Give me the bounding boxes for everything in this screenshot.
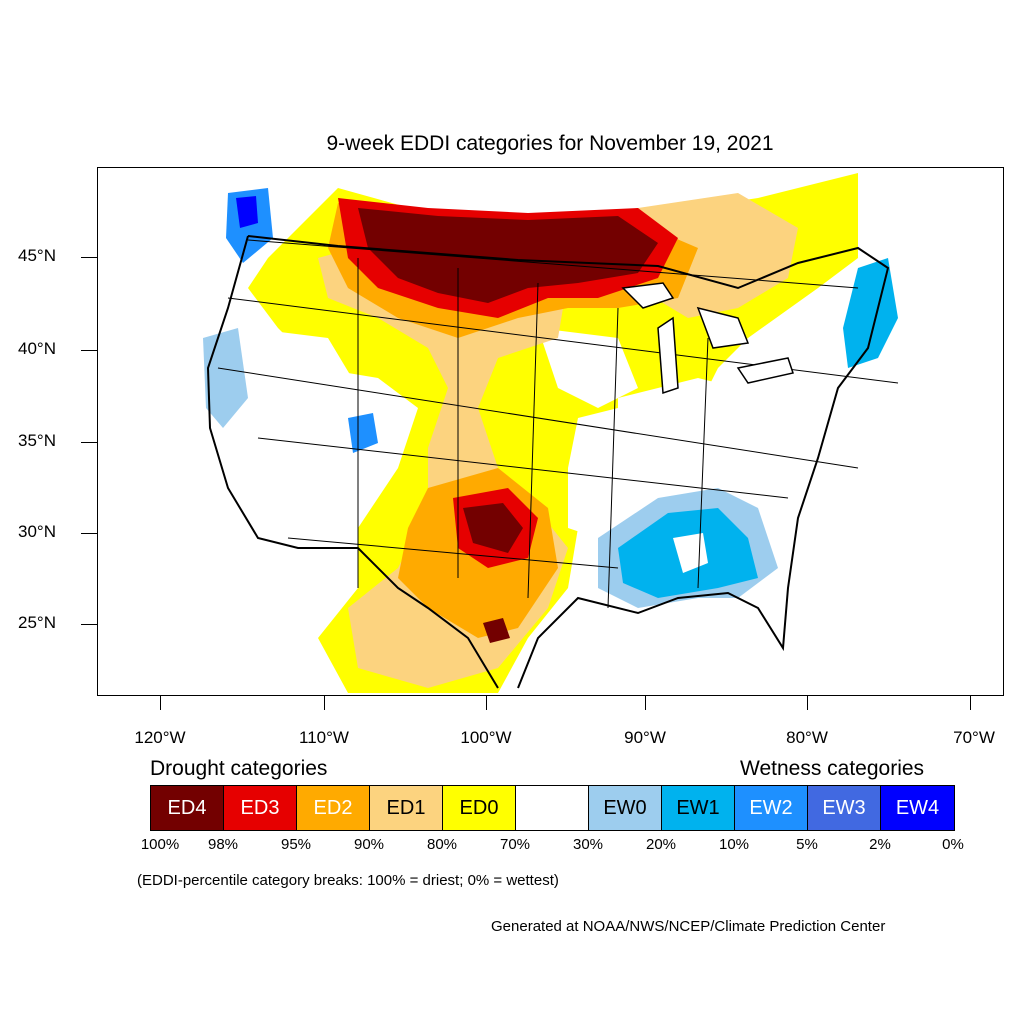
legend-box-ew4: EW4 bbox=[881, 786, 954, 830]
region-ew0-pacific bbox=[203, 328, 248, 428]
region-ew2-utah bbox=[348, 413, 378, 453]
category-legend: ED4 ED3 ED2 ED1 ED0 EW0 EW1 EW2 EW3 EW4 bbox=[150, 785, 955, 831]
percent-break-label: 98% bbox=[207, 836, 239, 853]
legend-box-ew2: EW2 bbox=[735, 786, 808, 830]
lat-label-35: 35°N bbox=[18, 431, 56, 450]
lat-label-40: 40°N bbox=[18, 339, 56, 358]
lon-label-110: 110°W bbox=[299, 728, 349, 747]
region-normal-plains bbox=[538, 328, 638, 408]
legend-box-normal bbox=[516, 786, 589, 830]
lon-label-80: 80°W bbox=[786, 728, 828, 747]
us-border bbox=[206, 235, 890, 689]
lon-tick bbox=[160, 696, 161, 710]
category-note: (EDDI-percentile category breaks: 100% =… bbox=[137, 872, 559, 889]
percent-break-label: 2% bbox=[869, 836, 891, 853]
drought-categories-heading: Drought categories bbox=[150, 757, 328, 780]
legend-box-ed2: ED2 bbox=[297, 786, 370, 830]
lon-label-90: 90°W bbox=[624, 728, 666, 747]
region-normal-ohio bbox=[618, 378, 738, 448]
percent-break-label: 70% bbox=[499, 836, 531, 853]
legend-box-ew0: EW0 bbox=[589, 786, 662, 830]
region-ed4-texas bbox=[483, 618, 510, 643]
percent-break-label: 90% bbox=[353, 836, 385, 853]
lon-tick bbox=[486, 696, 487, 710]
legend-box-ew3: EW3 bbox=[808, 786, 881, 830]
great-lakes bbox=[621, 282, 794, 395]
lon-label-70: 70°W bbox=[953, 728, 995, 747]
lat-tick bbox=[81, 533, 97, 534]
percent-break-label: 20% bbox=[645, 836, 677, 853]
region-ed4 bbox=[358, 208, 658, 303]
lon-tick bbox=[807, 696, 808, 710]
percent-break-label: 10% bbox=[718, 836, 750, 853]
percent-break-label: 0% bbox=[942, 836, 964, 853]
eddi-map bbox=[97, 167, 1004, 696]
lon-tick bbox=[645, 696, 646, 710]
credit-line: Generated at NOAA/NWS/NCEP/Climate Predi… bbox=[491, 918, 886, 935]
map-title: 9-week EDDI categories for November 19, … bbox=[326, 132, 774, 155]
lat-tick bbox=[81, 624, 97, 625]
lat-tick bbox=[81, 442, 97, 443]
lon-label-100: 100°W bbox=[460, 728, 512, 747]
conus-category-map bbox=[203, 173, 899, 693]
percent-break-label: 30% bbox=[572, 836, 604, 853]
lon-tick bbox=[970, 696, 971, 710]
state-boundaries bbox=[217, 239, 899, 609]
percent-break-label: 95% bbox=[280, 836, 312, 853]
lat-label-25: 25°N bbox=[18, 613, 56, 632]
percent-break-label: 80% bbox=[426, 836, 458, 853]
percent-break-label: 5% bbox=[796, 836, 818, 853]
lon-tick bbox=[324, 696, 325, 710]
legend-box-ew1: EW1 bbox=[662, 786, 735, 830]
legend-box-ed3: ED3 bbox=[224, 786, 297, 830]
lon-label-120: 120°W bbox=[134, 728, 186, 747]
lat-tick bbox=[81, 350, 97, 351]
lat-label-45: 45°N bbox=[18, 246, 56, 265]
percent-break-label: 100% bbox=[140, 836, 180, 853]
lat-label-30: 30°N bbox=[18, 522, 56, 541]
legend-box-ed1: ED1 bbox=[370, 786, 443, 830]
legend-box-ed0: ED0 bbox=[443, 786, 516, 830]
region-normal-southeast bbox=[568, 418, 798, 538]
legend-box-ed4: ED4 bbox=[151, 786, 224, 830]
lat-tick bbox=[81, 257, 97, 258]
wetness-categories-heading: Wetness categories bbox=[740, 757, 925, 780]
region-ed4-oklahoma bbox=[463, 503, 523, 553]
region-ew4-washington bbox=[236, 196, 258, 228]
